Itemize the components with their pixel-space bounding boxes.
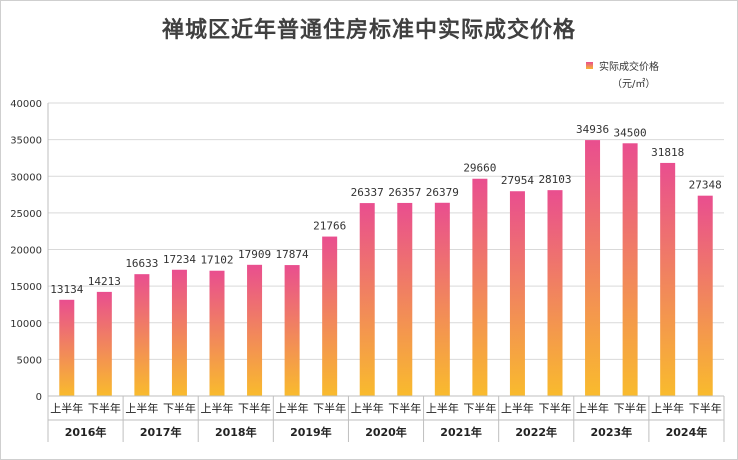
y-tick-label: 20000 xyxy=(10,246,42,257)
x-tick-label: 上半年 xyxy=(651,401,684,415)
x-tick-label: 上半年 xyxy=(276,401,309,415)
x-tick-label: 上半年 xyxy=(201,401,234,415)
x-tick-label: 上半年 xyxy=(351,401,384,415)
x-tick-label: 下半年 xyxy=(539,401,572,415)
year-group-label: 2021年 xyxy=(440,425,482,439)
data-label: 21766 xyxy=(313,220,346,233)
data-label: 26357 xyxy=(388,186,421,199)
bar xyxy=(171,269,187,396)
year-group-label: 2024年 xyxy=(666,425,708,439)
grid-layer xyxy=(48,102,724,397)
data-label: 27954 xyxy=(501,174,534,187)
year-group-label: 2018年 xyxy=(215,425,257,439)
legend: 实际成交价格 （元/㎡） xyxy=(586,58,706,90)
y-tick-label: 35000 xyxy=(10,136,42,147)
data-label: 16633 xyxy=(125,257,158,270)
data-label: 34936 xyxy=(576,123,609,136)
data-label: 17102 xyxy=(200,254,233,267)
x-tick-label: 上半年 xyxy=(50,401,83,415)
data-label: 29660 xyxy=(463,162,496,175)
bar xyxy=(247,264,263,396)
x-tick-label: 上半年 xyxy=(125,401,158,415)
x-tick-label: 下半年 xyxy=(163,401,196,415)
year-group-label: 2017年 xyxy=(140,425,182,439)
y-tick-label: 10000 xyxy=(10,319,42,330)
bar xyxy=(96,291,112,396)
bar xyxy=(547,190,563,396)
bar xyxy=(697,195,713,396)
data-label: 17909 xyxy=(238,248,271,261)
axis-layer: 0 5000 10000 15000 20000 25000 30000 35000 40000… xyxy=(10,99,725,442)
legend-swatch xyxy=(586,62,593,69)
year-group-label: 2020年 xyxy=(365,425,407,439)
data-label: 34500 xyxy=(614,126,647,139)
x-tick-label: 上半年 xyxy=(501,401,534,415)
bar xyxy=(434,202,450,396)
bar xyxy=(209,270,225,396)
x-tick-label: 下半年 xyxy=(313,401,346,415)
data-label: 14213 xyxy=(88,275,121,288)
y-tick-label: 5000 xyxy=(17,355,42,366)
data-label: 28103 xyxy=(538,173,571,186)
x-tick-label: 下半年 xyxy=(388,401,421,415)
data-label: 31818 xyxy=(651,146,684,159)
y-tick-label: 25000 xyxy=(10,209,42,220)
year-group-label: 2023年 xyxy=(591,425,633,439)
bar xyxy=(622,143,638,396)
labels-layer: 13134 14213 16633 17234 17102 17909 17874 21766… xyxy=(50,123,722,296)
y-tick-label: 30000 xyxy=(10,172,42,183)
bar xyxy=(359,203,375,396)
data-label: 26337 xyxy=(351,186,384,199)
y-tick-label: 40000 xyxy=(10,99,42,110)
x-tick-label: 下半年 xyxy=(689,401,722,415)
legend-unit: （元/㎡） xyxy=(612,79,656,90)
year-group-label: 2019年 xyxy=(290,425,332,439)
bar xyxy=(59,299,75,396)
year-group-label: 2016年 xyxy=(65,425,107,439)
y-tick-label: 0 xyxy=(36,392,42,403)
data-label: 13134 xyxy=(50,283,83,296)
data-label: 17234 xyxy=(163,253,196,266)
legend-label: 实际成交价格 xyxy=(599,62,659,73)
x-tick-label: 下半年 xyxy=(238,401,271,415)
x-tick-label: 上半年 xyxy=(426,401,459,415)
bar xyxy=(472,178,488,396)
bar xyxy=(585,140,601,396)
x-tick-label: 下半年 xyxy=(88,401,121,415)
y-tick-label: 15000 xyxy=(10,282,42,293)
x-tick-label: 上半年 xyxy=(576,401,609,415)
chart-title: 禅城区近年普通住房标准中实际成交价格 xyxy=(161,18,576,43)
bars-layer xyxy=(59,140,713,396)
bar xyxy=(134,274,150,396)
year-group-label: 2022年 xyxy=(515,425,557,439)
bar xyxy=(397,202,413,396)
bar xyxy=(509,191,525,396)
bar xyxy=(322,236,338,396)
data-label: 27348 xyxy=(689,179,722,192)
bar xyxy=(284,265,300,396)
bar xyxy=(660,162,676,396)
data-label: 26379 xyxy=(426,186,459,199)
x-tick-label: 下半年 xyxy=(614,401,647,415)
x-tick-label: 下半年 xyxy=(463,401,496,415)
data-label: 17874 xyxy=(276,248,309,261)
